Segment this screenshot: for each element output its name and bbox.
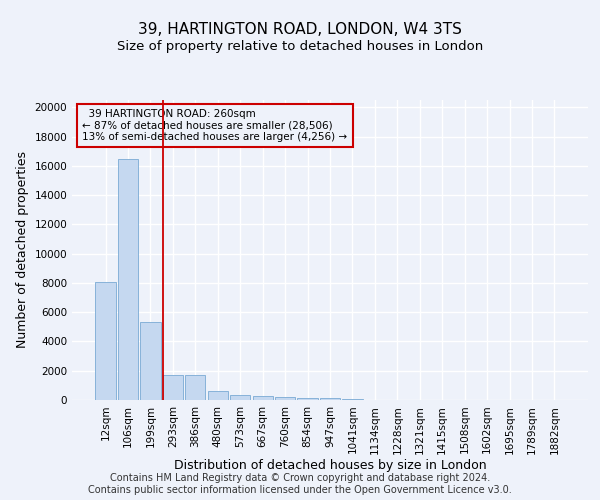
Bar [320, 398, 340, 400]
Bar [163, 375, 183, 400]
Text: 39 HARTINGTON ROAD: 260sqm
← 87% of detached houses are smaller (28,506)
13% of : 39 HARTINGTON ROAD: 260sqm ← 87% of deta… [82, 109, 347, 142]
X-axis label: Distribution of detached houses by size in London: Distribution of detached houses by size … [173, 459, 487, 472]
Bar [118, 158, 138, 400]
Y-axis label: Number of detached properties: Number of detached properties [16, 152, 29, 348]
Bar [275, 396, 295, 400]
Text: 39, HARTINGTON ROAD, LONDON, W4 3TS: 39, HARTINGTON ROAD, LONDON, W4 3TS [138, 22, 462, 38]
Bar [208, 391, 228, 400]
Bar [95, 282, 116, 400]
Bar [298, 398, 317, 400]
Text: Size of property relative to detached houses in London: Size of property relative to detached ho… [117, 40, 483, 53]
Bar [140, 322, 161, 400]
Bar [230, 395, 250, 400]
Bar [253, 396, 273, 400]
Text: Contains HM Land Registry data © Crown copyright and database right 2024.
Contai: Contains HM Land Registry data © Crown c… [88, 474, 512, 495]
Bar [185, 375, 205, 400]
